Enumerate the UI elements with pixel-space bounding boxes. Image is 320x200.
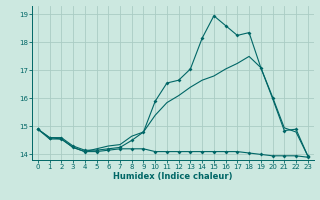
X-axis label: Humidex (Indice chaleur): Humidex (Indice chaleur) [113, 172, 233, 181]
